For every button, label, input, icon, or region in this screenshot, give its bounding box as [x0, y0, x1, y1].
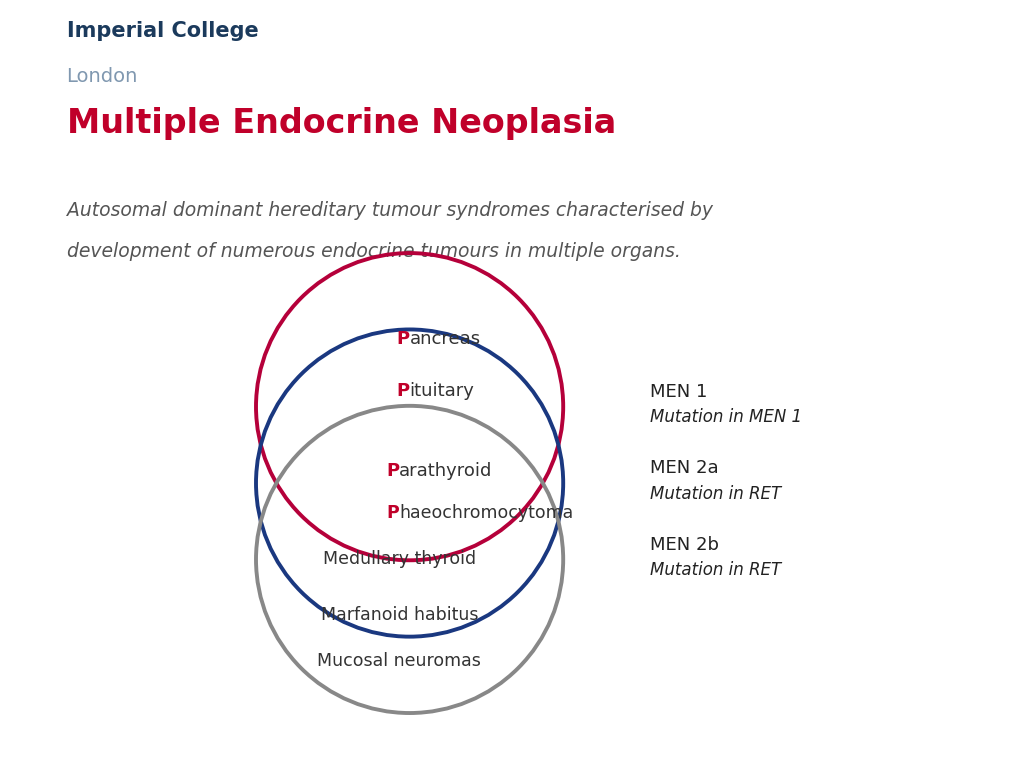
Text: development of numerous endocrine tumours in multiple organs.: development of numerous endocrine tumour… [67, 242, 680, 261]
Text: Marfanoid habitus: Marfanoid habitus [321, 606, 478, 624]
Text: P: P [387, 505, 399, 522]
Text: MEN 1: MEN 1 [650, 383, 708, 401]
Text: P: P [386, 462, 399, 480]
Text: Mucosal neuromas: Mucosal neuromas [317, 652, 481, 670]
Text: P: P [396, 382, 410, 400]
Text: P: P [396, 330, 410, 348]
Text: Mutation in RET: Mutation in RET [650, 485, 781, 502]
Text: Multiple Endocrine Neoplasia: Multiple Endocrine Neoplasia [67, 107, 615, 140]
Text: Medullary thyroid: Medullary thyroid [323, 551, 476, 568]
Text: Autosomal dominant hereditary tumour syndromes characterised by: Autosomal dominant hereditary tumour syn… [67, 201, 713, 220]
Text: Imperial College: Imperial College [67, 21, 258, 41]
Text: London: London [67, 67, 138, 85]
Text: arathyroid: arathyroid [399, 462, 493, 480]
Text: MEN 2b: MEN 2b [650, 536, 719, 554]
Text: ituitary: ituitary [410, 382, 474, 400]
Text: MEN 2a: MEN 2a [650, 459, 719, 478]
Text: haeochromocytoma: haeochromocytoma [399, 505, 573, 522]
Text: Mutation in MEN 1: Mutation in MEN 1 [650, 409, 803, 426]
Text: ancreas: ancreas [410, 330, 480, 348]
Text: Mutation in RET: Mutation in RET [650, 561, 781, 579]
